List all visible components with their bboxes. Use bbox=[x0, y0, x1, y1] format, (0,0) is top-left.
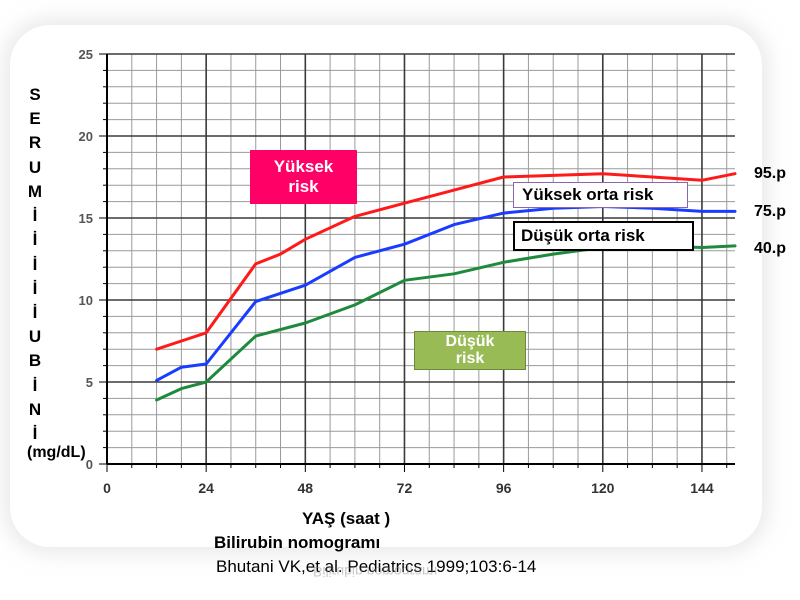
legend-95p: 95.p bbox=[754, 165, 787, 182]
x-tick-label: 24 bbox=[198, 480, 214, 496]
plot-area bbox=[107, 54, 735, 464]
x-tick-label: 72 bbox=[397, 480, 413, 496]
chart-title: Bilirubin nomogramı bbox=[214, 533, 381, 552]
y-axis-letter: N bbox=[28, 399, 42, 419]
y-tick-label: 15 bbox=[79, 211, 93, 226]
y-axis-letter: M bbox=[27, 181, 43, 201]
x-tick-label: 144 bbox=[690, 480, 714, 496]
zone-low-intermediate-label: Düşük orta risk bbox=[521, 226, 645, 245]
x-tick-label: 0 bbox=[103, 480, 111, 496]
y-tick-label: 20 bbox=[79, 129, 93, 144]
zone-high-risk: Yüksek risk bbox=[250, 150, 357, 204]
zone-low-risk: Düşük risk bbox=[414, 331, 526, 370]
y-tick-label: 10 bbox=[79, 293, 93, 308]
y-tick-label: 25 bbox=[79, 47, 93, 62]
zone-low-intermediate-risk: Düşük orta risk bbox=[513, 221, 694, 251]
zone-high-risk-line1: Yüksek bbox=[273, 157, 334, 176]
y-axis-letter: U bbox=[28, 327, 42, 347]
y-tick-label: 0 bbox=[86, 457, 93, 472]
y-tick-label: 5 bbox=[86, 375, 93, 390]
zone-high-intermediate-risk: Yüksek orta risk bbox=[513, 182, 688, 208]
zone-low-risk-line1: Düşük bbox=[445, 332, 495, 350]
legend-75p: 75.p bbox=[754, 203, 787, 220]
y-axis-letter: İ bbox=[32, 230, 38, 250]
y-axis-letter: İ bbox=[32, 302, 38, 322]
y-axis-letter: B bbox=[28, 351, 42, 371]
y-axis-letter: İ bbox=[32, 375, 38, 395]
y-axis-letter: İ bbox=[32, 206, 38, 226]
zone-high-risk-line2: risk bbox=[288, 177, 319, 196]
y-axis-letter: U bbox=[28, 157, 42, 177]
y-axis-letter: S bbox=[29, 85, 41, 104]
y-axis-letter: İ bbox=[32, 424, 38, 443]
legend-40p: 40.p bbox=[754, 240, 787, 257]
series-line-95p bbox=[155, 172, 737, 351]
x-tick-label: 120 bbox=[591, 480, 615, 496]
y-axis-letter: İ bbox=[32, 278, 38, 298]
zone-high-intermediate-label: Yüksek orta risk bbox=[522, 185, 654, 204]
y-axis-letter: İ bbox=[32, 254, 38, 274]
y-axis-letter: E bbox=[29, 109, 41, 129]
zone-low-risk-line2: risk bbox=[455, 349, 485, 367]
x-axis-label: YAŞ (saat ) bbox=[302, 509, 391, 528]
x-tick-label: 48 bbox=[298, 480, 314, 496]
y-axis-letter: R bbox=[28, 133, 42, 153]
y-axis-unit: (mg/dL) bbox=[27, 444, 86, 461]
chart-source: Bhutani VK,et al. Pediatrics 1999;103:6-… bbox=[216, 557, 537, 576]
x-tick-label: 96 bbox=[496, 480, 512, 496]
